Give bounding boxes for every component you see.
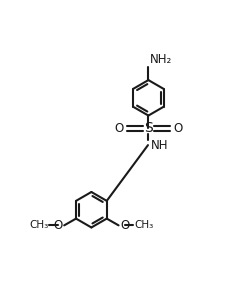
Text: O: O xyxy=(53,219,63,232)
Text: O: O xyxy=(115,122,124,135)
Text: S: S xyxy=(144,121,153,135)
Text: NH₂: NH₂ xyxy=(150,53,172,66)
Text: NH: NH xyxy=(151,139,169,152)
Text: CH₃: CH₃ xyxy=(29,220,49,230)
Text: O: O xyxy=(173,122,182,135)
Text: CH₃: CH₃ xyxy=(134,220,153,230)
Text: O: O xyxy=(120,219,130,232)
